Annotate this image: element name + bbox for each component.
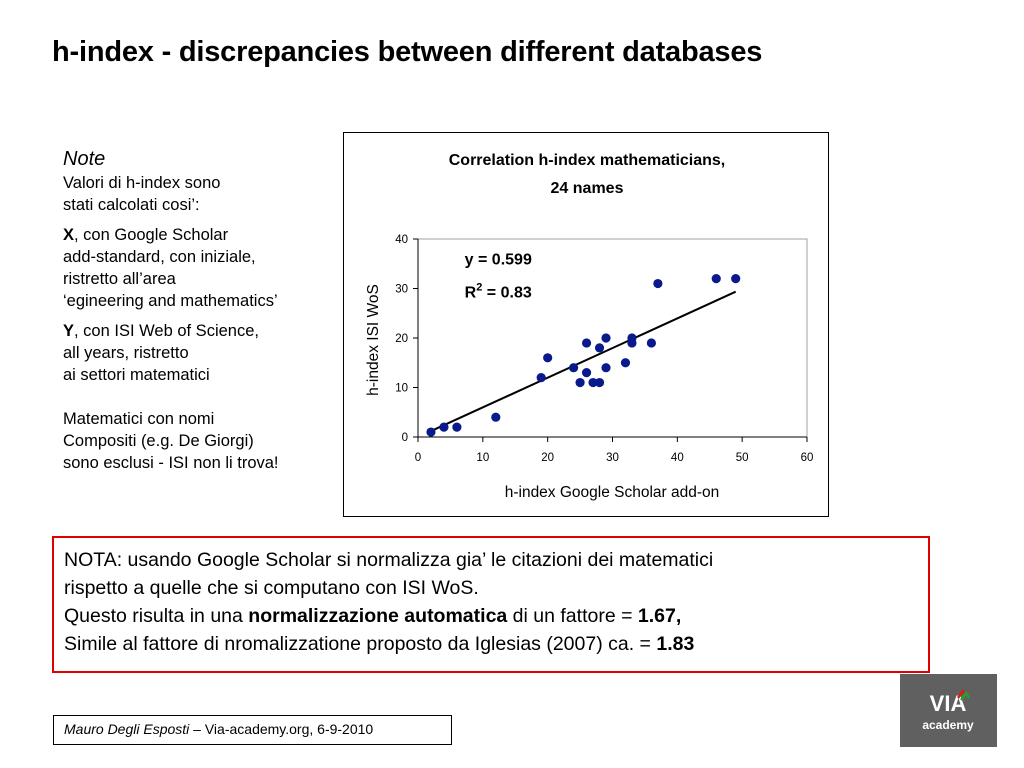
logo-word-academy: academy (922, 718, 974, 732)
note-y-text: , con ISI Web of Science, (74, 322, 259, 340)
nota-line: Questo risulta in una normalizzazione au… (64, 602, 918, 630)
y-tick-label: 20 (395, 333, 408, 345)
y-tick-label: 10 (395, 383, 408, 395)
y-tick-label: 30 (395, 284, 408, 296)
note-x-line: ristretto all’area (63, 270, 176, 288)
data-point (731, 274, 741, 284)
note-intro-line: Valori di h-index sono (63, 174, 221, 192)
data-point (594, 377, 605, 388)
nota-text: di un fattore = (507, 605, 638, 627)
data-point (711, 274, 721, 284)
note-heading: Note (63, 148, 106, 170)
x-tick-label: 30 (606, 452, 619, 464)
scatter-chart: Correlation h-index mathematicians, 24 n… (365, 152, 813, 501)
nota-iglesias-value: 1.83 (656, 633, 695, 655)
x-tick-label: 0 (415, 452, 421, 464)
trendline (430, 290, 737, 432)
footer-author: Mauro Degli Esposti (64, 721, 190, 737)
data-point (601, 333, 611, 343)
note-y-key: Y (63, 322, 75, 340)
data-point (536, 373, 546, 383)
chart-frame: Correlation h-index mathematicians, 24 n… (343, 132, 829, 517)
nota-bold-text: normalizzazione automatica (248, 605, 508, 627)
r2-exponent: 2 (476, 281, 482, 293)
x-tick-label: 10 (476, 452, 489, 464)
data-point (594, 343, 605, 353)
data-point (439, 422, 449, 432)
x-tick-label: 50 (736, 452, 749, 464)
slide-title: h-index - discrepancies between differen… (52, 36, 763, 68)
data-point (491, 412, 501, 422)
data-point (581, 368, 592, 378)
x-axis-label: h-index Google Scholar add-on (505, 484, 720, 501)
note-x-line: ‘egineering and mathematics’ (63, 292, 278, 310)
note-extra-line: sono esclusi - ISI non li trova! (63, 454, 279, 472)
data-point (601, 363, 611, 373)
data-point (627, 338, 637, 348)
chart-title-line: Correlation h-index mathematicians, (449, 152, 726, 169)
note-y-line: all years, ristretto (63, 344, 189, 362)
logo-flag-green-icon (959, 690, 971, 701)
nota-line: Simile al fattore di nromalizzatione pro… (64, 630, 918, 658)
x-tick-label: 20 (541, 452, 554, 464)
data-point (452, 422, 462, 432)
data-point (646, 338, 656, 348)
r-squared-label: R2 = 0.83 (465, 281, 532, 301)
nota-factor-value: 1.67, (637, 605, 682, 627)
data-point (588, 377, 598, 388)
note-extra-line: Matematici con nomi (63, 410, 215, 428)
r2-prefix: R (465, 284, 477, 301)
plot-area (417, 238, 808, 438)
note-x-line: X, con Google Scholar (63, 224, 338, 246)
data-points (426, 274, 741, 437)
note-y-line: Y, con ISI Web of Science, (63, 320, 338, 342)
y-axis-label: h-index ISI WoS (365, 284, 382, 396)
note-x-line: add-standard, con iniziale, (63, 248, 256, 266)
data-point (653, 278, 663, 289)
nota-text: Questo risulta in una (64, 605, 249, 627)
r2-suffix: = 0.83 (482, 284, 531, 301)
note-intro-line: stati calcolati cosi’: (63, 196, 200, 214)
note-column: Note Valori di h-index sono stati calcol… (63, 146, 338, 474)
nota-line: rispetto a quelle che si computano con I… (64, 577, 479, 599)
note-x-text: , con Google Scholar (74, 226, 229, 244)
data-point (620, 358, 631, 368)
nota-line: NOTA: usando Google Scholar si normalizz… (64, 549, 714, 571)
nota-text: Simile al fattore di nromalizzatione pro… (64, 633, 657, 655)
data-point (575, 377, 585, 388)
note-y-line: ai settori matematici (63, 366, 210, 384)
data-point (543, 353, 553, 363)
data-point (569, 363, 579, 373)
y-tick-label: 0 (402, 432, 408, 444)
note-x-key: X (63, 226, 75, 244)
trendline-layer (430, 290, 737, 432)
data-point (426, 427, 436, 437)
y-tick-label: 40 (395, 234, 408, 246)
data-point (581, 338, 592, 348)
chart-title-line: 24 names (551, 180, 624, 197)
nota-box: NOTA: usando Google Scholar si normalizz… (52, 536, 930, 673)
via-academy-logo-mark: VIA academy (922, 688, 974, 732)
trendline-equation: y = 0.599 (465, 252, 532, 269)
note-extra-line: Compositi (e.g. De Giorgi) (63, 432, 254, 450)
x-tick-label: 40 (671, 452, 684, 464)
x-tick-label: 60 (801, 452, 814, 464)
footer-source: – Via-academy.org, 6-9-2010 (189, 721, 374, 737)
footer-citation: Mauro Degli Esposti – Via-academy.org, 6… (53, 715, 452, 745)
axes: 0 10 20 30 40 0 10 20 30 40 50 60 (395, 234, 813, 464)
via-academy-logo: VIA academy (900, 674, 997, 747)
